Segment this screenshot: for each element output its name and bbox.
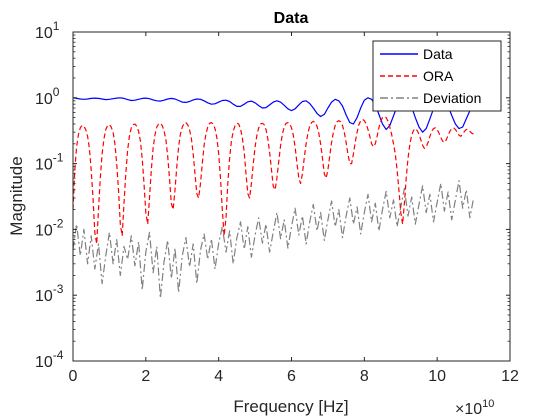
x-tick-label-3: 6 — [287, 368, 296, 385]
y-tick-label-base-4: 10 — [35, 91, 53, 108]
y-tick-label-3: 10-1 — [35, 151, 64, 174]
y-tick-label-5: 101 — [35, 19, 60, 42]
x-axis-exponent-power: 10 — [482, 398, 494, 410]
chart-title: Data — [274, 10, 309, 27]
y-tick-label-2: 10-2 — [35, 216, 64, 239]
y-tick-label-power-3: -1 — [53, 151, 64, 165]
legend[interactable]: Data ORA Deviation — [372, 40, 502, 112]
y-axis-label: Magnitude — [7, 156, 26, 235]
y-tick-label-base-5: 10 — [35, 25, 53, 42]
y-tick-label-base-3: 10 — [35, 157, 53, 174]
y-tick-label-power-4: 0 — [53, 85, 60, 99]
x-tick-label-5: 10 — [428, 368, 446, 385]
legend-label-deviation: Deviation — [423, 90, 481, 106]
x-tick-label-0: 0 — [69, 368, 78, 385]
x-axis-label: Frequency [Hz] — [233, 397, 348, 416]
y-tick-label-power-2: -2 — [53, 216, 64, 230]
series-line-ora — [73, 115, 474, 245]
legend-box — [372, 40, 502, 112]
y-tick-label-power-5: 1 — [53, 19, 60, 33]
y-tick-label-power-1: -3 — [53, 282, 64, 296]
y-tick-label-base-1: 10 — [35, 288, 53, 305]
x-tick-label-4: 8 — [360, 368, 369, 385]
y-tick-label-0: 10-4 — [35, 348, 64, 371]
x-axis-exponent: ×1010 — [455, 398, 494, 418]
y-tick-label-power-0: -4 — [53, 348, 64, 362]
x-axis-exponent-base: ×10 — [455, 401, 482, 418]
legend-label-ora: ORA — [423, 68, 454, 84]
x-tick-label-6: 12 — [501, 368, 519, 385]
x-axis-ticks: 0 2 4 6 8 10 12 — [69, 32, 519, 385]
legend-label-data: Data — [423, 46, 453, 62]
y-tick-label-base-2: 10 — [35, 222, 53, 239]
y-tick-label-base-0: 10 — [35, 354, 53, 371]
x-tick-label-2: 4 — [214, 368, 223, 385]
y-tick-label-4: 100 — [35, 85, 60, 108]
x-tick-label-1: 2 — [141, 368, 150, 385]
y-tick-label-1: 10-3 — [35, 282, 64, 305]
